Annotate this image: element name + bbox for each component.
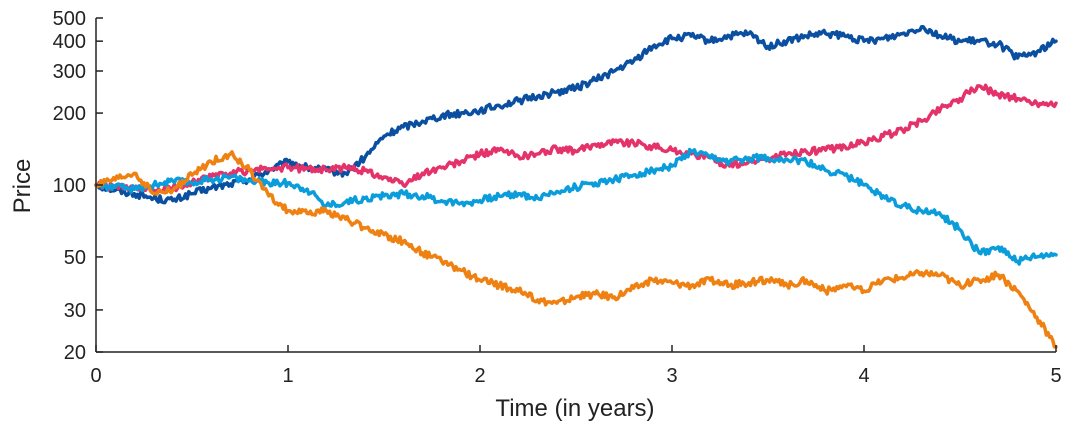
series-line-4 [94, 150, 1058, 349]
series-line-2 [94, 83, 1058, 194]
y-tick-label: 300 [53, 61, 86, 83]
y-tick-label: 30 [64, 300, 86, 322]
x-tick-label: 0 [90, 365, 101, 387]
y-tick-label: 500 [53, 8, 86, 30]
x-tick-label: 2 [474, 365, 485, 387]
series-line-3 [94, 147, 1058, 266]
series-line-1 [94, 24, 1058, 205]
y-tick-label: 400 [53, 31, 86, 53]
y-tick-label: 100 [53, 175, 86, 197]
x-tick-label: 3 [666, 365, 677, 387]
series-layer [94, 24, 1058, 349]
x-axis-title: Time (in years) [495, 395, 654, 421]
x-tick-label: 1 [282, 365, 293, 387]
y-tick-label: 200 [53, 103, 86, 125]
y-tick-label: 50 [64, 247, 86, 269]
x-tick-label: 5 [1050, 365, 1061, 387]
y-tick-label: 20 [64, 342, 86, 364]
x-tick-label: 4 [858, 365, 869, 387]
y-axis-title: Price [9, 159, 36, 214]
